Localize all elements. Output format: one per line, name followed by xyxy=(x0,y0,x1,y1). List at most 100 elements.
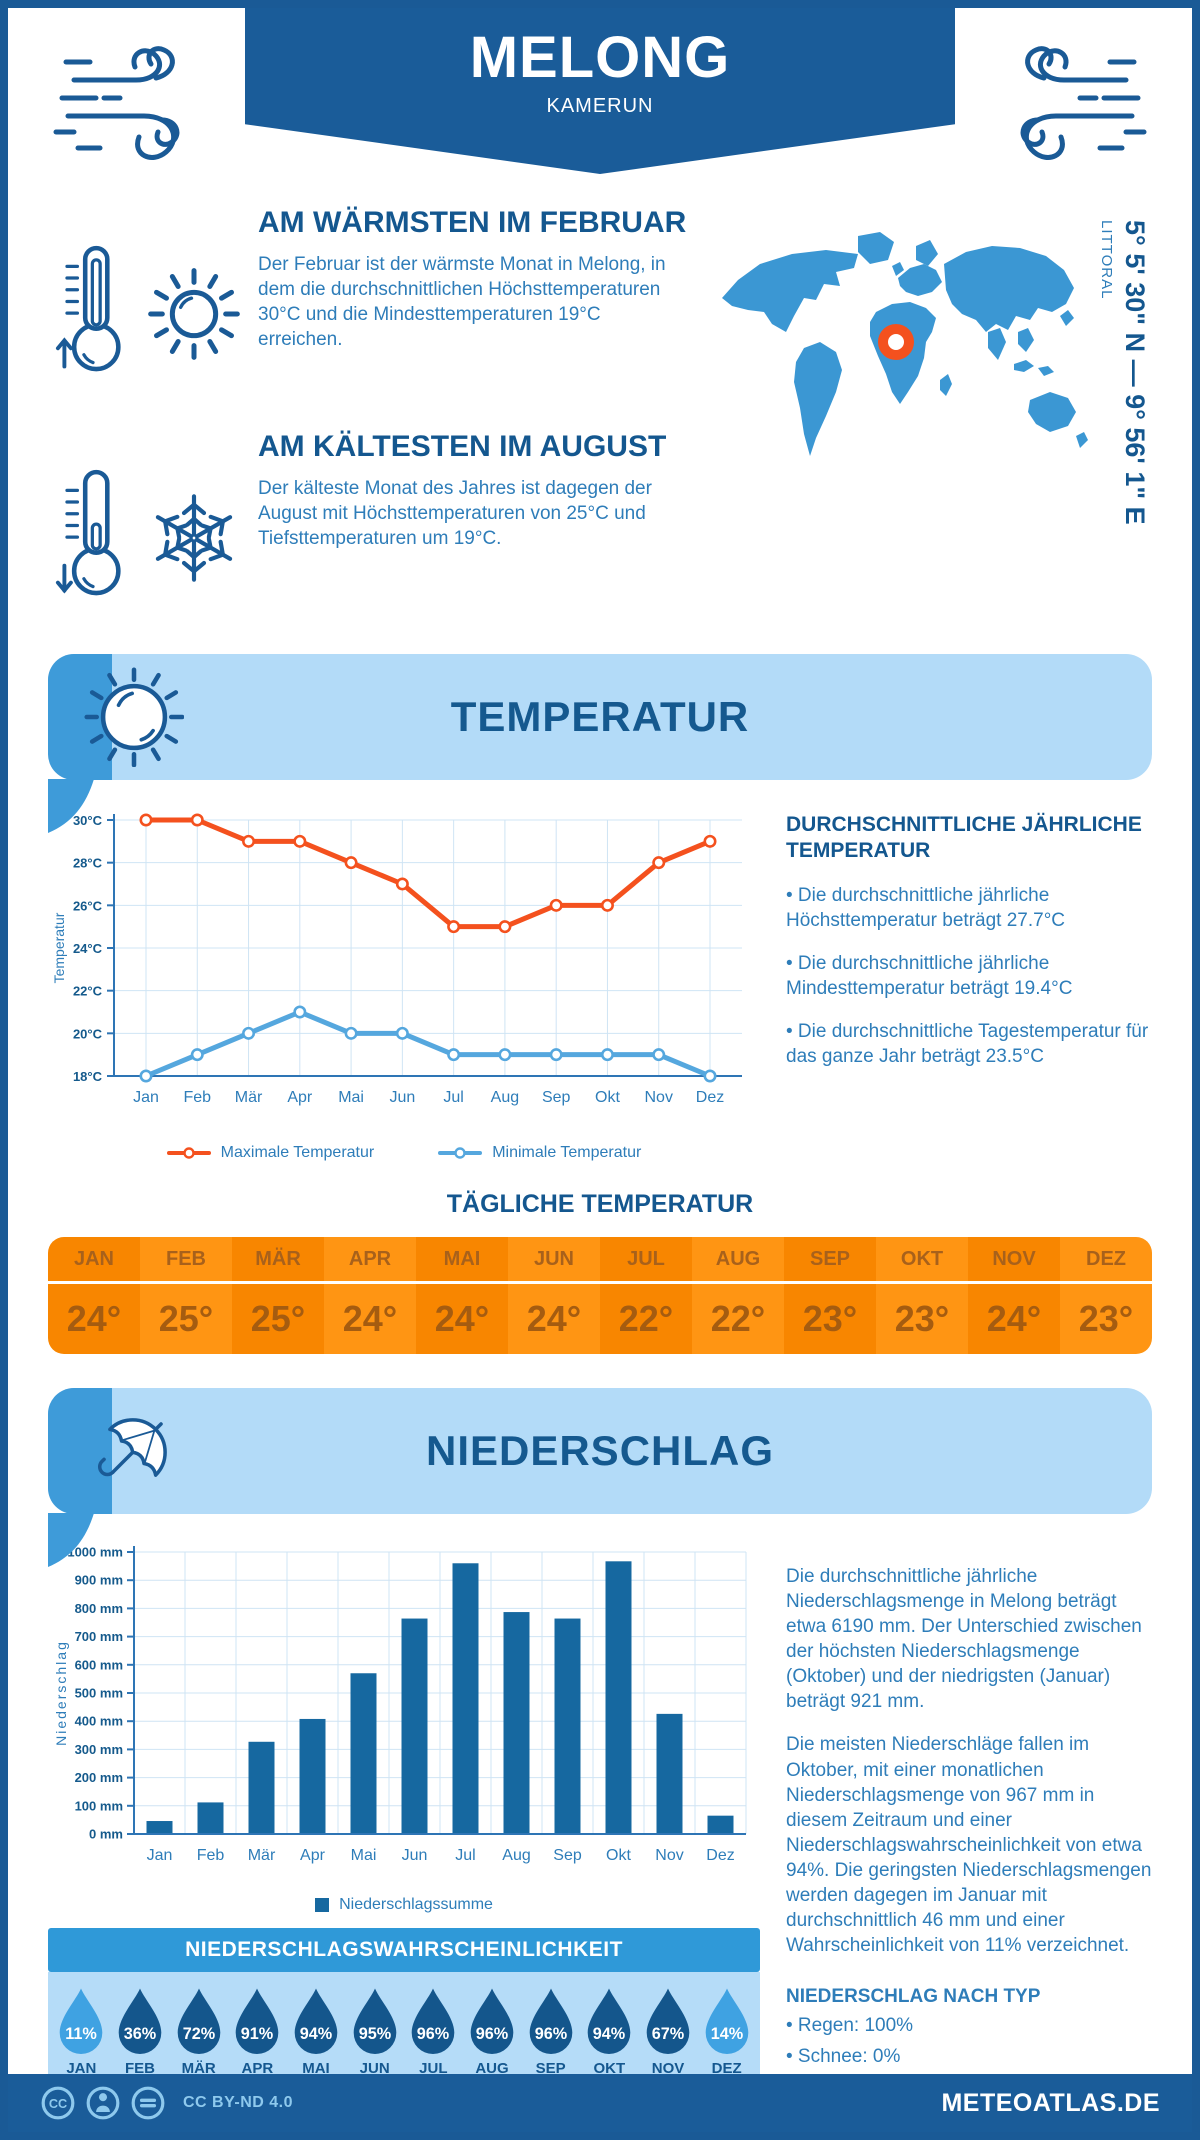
daily-month-header: JUN xyxy=(508,1237,600,1281)
daily-temperature-value: 24° xyxy=(968,1281,1060,1354)
probability-droplet: 72% MÄR xyxy=(169,1986,228,2077)
droplet-month-label: MÄR xyxy=(181,2060,216,2077)
svg-text:20°C: 20°C xyxy=(73,1026,103,1041)
svg-text:36%: 36% xyxy=(124,2025,156,2043)
svg-text:Okt: Okt xyxy=(606,1847,631,1864)
precipitation-type-heading: NIEDERSCHLAG NACH TYP xyxy=(786,1986,1041,2008)
probability-droplet: 67% NOV xyxy=(639,1986,698,2077)
droplet-icon: 96% xyxy=(412,1988,455,2054)
daily-month-header: DEZ xyxy=(1060,1237,1152,1281)
droplet-month-label: JAN xyxy=(66,2060,97,2077)
svg-text:94%: 94% xyxy=(593,2025,625,2043)
svg-text:Mai: Mai xyxy=(338,1089,364,1106)
legend-square-icon xyxy=(315,1898,330,1912)
temperature-chart: 18°C 20°C 22°C 24°C 26°C 28°C 30°C Jan Feb Mär Apr… xyxy=(51,813,742,1106)
svg-text:Jul: Jul xyxy=(455,1847,475,1864)
svg-text:Sep: Sep xyxy=(542,1089,571,1106)
warmest-text: Der Februar ist der wärmste Monat in Mel… xyxy=(258,254,666,351)
daily-month-header: MÄR xyxy=(232,1237,324,1281)
precipitation-chart-legend: Niederschlagssumme xyxy=(48,1896,760,1914)
svg-text:600 mm: 600 mm xyxy=(75,1657,123,1672)
header: MELONG KAMERUN xyxy=(8,8,1192,180)
cc-icon: CC xyxy=(41,2086,75,2120)
svg-text:Mär: Mär xyxy=(248,1847,276,1864)
probability-panel: NIEDERSCHLAGSWAHRSCHEINLICHKEIT 11% JAN 36… xyxy=(48,1928,760,2089)
svg-text:26°C: 26°C xyxy=(73,898,103,913)
daily-temperature-table: JAN FEB MÄR APR MAI JUN JUL AUG SEP OKT NOV DEZ 24° 2… xyxy=(48,1237,1152,1354)
droplet-icon: 14% xyxy=(705,1988,748,2054)
daily-month-header: NOV xyxy=(968,1237,1060,1281)
droplet-icon: 11% xyxy=(60,1988,103,2054)
temperature-bullet: • Die durchschnittliche jährliche Höchst… xyxy=(786,884,1066,931)
thermometer-down-icon xyxy=(55,469,121,596)
location-marker xyxy=(878,324,914,360)
daily-temperature-value: 23° xyxy=(876,1281,968,1354)
svg-text:100 mm: 100 mm xyxy=(75,1798,123,1813)
svg-text:800 mm: 800 mm xyxy=(75,1601,123,1616)
svg-text:300 mm: 300 mm xyxy=(75,1742,123,1757)
precipitation-banner: NIEDERSCHLAG xyxy=(48,1388,1152,1567)
banner-tail xyxy=(48,779,94,833)
svg-text:94%: 94% xyxy=(300,2025,332,2043)
precipitation-paragraph: Die durchschnittliche jährliche Niedersc… xyxy=(786,1566,1142,1713)
svg-text:200 mm: 200 mm xyxy=(75,1770,123,1785)
thermometer-up-icon xyxy=(55,245,121,372)
droplet-icon: 91% xyxy=(236,1988,279,2054)
temperature-banner-title: TEMPERATUR xyxy=(450,693,750,740)
svg-text:CC: CC xyxy=(49,2097,67,2111)
temperature-aside-heading: DURCHSCHNITTLICHE JÄHRLICHE TEMPERATUR xyxy=(786,813,1142,863)
banner-tail xyxy=(48,1513,94,1567)
sun-banner-icon xyxy=(84,667,184,767)
precipitation-aside: Die durchschnittliche jährliche Niedersc… xyxy=(786,1536,1152,2089)
svg-text:91%: 91% xyxy=(241,2025,273,2043)
daily-temperature-value: 25° xyxy=(232,1281,324,1354)
coldest-text: Der kälteste Monat des Jahres ist dagege… xyxy=(258,478,652,550)
svg-text:30°C: 30°C xyxy=(73,813,103,828)
svg-text:Niederschlag: Niederschlag xyxy=(53,1640,69,1746)
svg-text:Sep: Sep xyxy=(553,1847,582,1864)
droplet-icon: 96% xyxy=(470,1988,514,2054)
daily-temperature-value: 22° xyxy=(692,1281,784,1354)
temperature-aside: DURCHSCHNITTLICHE JÄHRLICHE TEMPERATUR •… xyxy=(786,802,1152,1162)
svg-text:400 mm: 400 mm xyxy=(75,1714,123,1729)
svg-text:Feb: Feb xyxy=(197,1847,225,1864)
probability-droplet: 94% MAI xyxy=(287,1986,346,2077)
svg-text:1000 mm: 1000 mm xyxy=(67,1545,123,1560)
region-label: LITTORAL xyxy=(1098,220,1115,300)
droplet-month-label: SEP xyxy=(535,2060,566,2077)
probability-droplets: 11% JAN 36% FEB 72% MÄR 91% APR 94% MAI 95% JUN 96% J… xyxy=(48,1972,760,2089)
daily-temperature-heading: TÄGLICHE TEMPERATUR xyxy=(446,1190,754,1218)
daily-month-header: SEP xyxy=(784,1237,876,1281)
svg-text:Mär: Mär xyxy=(235,1089,263,1106)
svg-text:96%: 96% xyxy=(534,2025,566,2043)
droplet-month-label: FEB xyxy=(124,2060,155,2077)
page-title: MELONG xyxy=(469,25,731,90)
legend-item: Niederschlagssumme xyxy=(315,1896,493,1914)
page-subtitle: KAMERUN xyxy=(546,95,654,117)
legend-line-icon xyxy=(166,1147,211,1159)
droplet-month-label: JUL xyxy=(419,2060,448,2077)
daily-month-header: OKT xyxy=(876,1237,968,1281)
droplet-icon: 95% xyxy=(353,1988,396,2054)
precipitation-type-bullet: • Regen: 100% xyxy=(786,2015,914,2037)
svg-text:Jul: Jul xyxy=(443,1089,463,1106)
droplet-icon: 67% xyxy=(646,1988,690,2054)
svg-text:14%: 14% xyxy=(710,2025,742,2043)
droplet-icon: 96% xyxy=(529,1988,572,2054)
svg-text:Jan: Jan xyxy=(147,1847,173,1864)
svg-text:28°C: 28°C xyxy=(73,856,103,871)
coordinates: 5° 5' 30" N — 9° 56' 1" E xyxy=(1120,220,1150,525)
probability-droplet: 96% SEP xyxy=(521,1986,580,2077)
probability-droplet: 91% APR xyxy=(228,1986,287,2077)
probability-droplet: 11% JAN xyxy=(52,1986,111,2077)
cc-nd-icon xyxy=(131,2086,165,2120)
coldest-heading: AM KÄLTESTEN IM AUGUST xyxy=(258,430,667,463)
precipitation-chart: 0 mm 100 mm 200 mm 300 mm 400 mm 500 mm 600 mm… xyxy=(53,1545,747,1864)
daily-temperature-value: 23° xyxy=(1060,1281,1152,1354)
daily-month-header: MAI xyxy=(416,1237,508,1281)
svg-text:Nov: Nov xyxy=(645,1089,673,1106)
droplet-month-label: DEZ xyxy=(711,2060,742,2077)
daily-month-header: APR xyxy=(324,1237,416,1281)
svg-text:22°C: 22°C xyxy=(73,984,103,999)
